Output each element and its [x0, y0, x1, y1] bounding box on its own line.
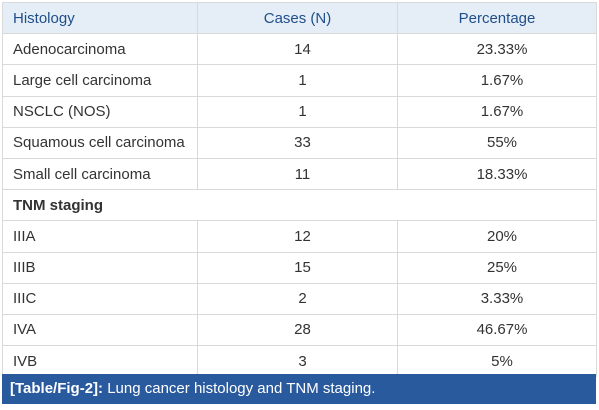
row-label: Small cell carcinoma: [2, 157, 198, 191]
header-cases: Cases (N): [197, 1, 398, 35]
row-label: Large cell carcinoma: [2, 64, 198, 97]
row-percent: 55%: [397, 126, 597, 159]
row-label: IVA: [2, 313, 198, 347]
table-row: Large cell carcinoma 1 1.67%: [2, 64, 597, 97]
row-label: NSCLC (NOS): [2, 95, 198, 128]
row-label: IIIA: [2, 220, 198, 253]
table-row: IIIB 15 25%: [2, 251, 597, 284]
table-row: IVA 28 46.67%: [2, 313, 597, 347]
figure-caption: [Table/Fig-2]: Lung cancer histology and…: [2, 374, 596, 404]
row-percent: 3.33%: [397, 282, 597, 315]
row-percent: 23.33%: [397, 33, 597, 66]
table-row: IIIA 12 20%: [2, 220, 597, 253]
row-cases: 12: [197, 220, 398, 253]
row-cases: 15: [197, 251, 398, 284]
caption-text: Lung cancer histology and TNM staging.: [103, 380, 376, 397]
table-header-row: Histology Cases (N) Percentage: [2, 1, 597, 35]
section-row-tnm-staging: TNM staging: [2, 189, 597, 222]
row-cases: 14: [197, 33, 398, 66]
row-cases: 2: [197, 282, 398, 315]
row-label: Adenocarcinoma: [2, 33, 198, 66]
row-label: IIIB: [2, 251, 198, 284]
row-percent: 5%: [397, 345, 597, 378]
table-row: Squamous cell carcinoma 33 55%: [2, 126, 597, 159]
histology-staging-table: Histology Cases (N) Percentage Adenocarc…: [2, 1, 597, 378]
row-cases: 28: [197, 313, 398, 347]
row-percent: 46.67%: [397, 313, 597, 347]
row-percent: 1.67%: [397, 64, 597, 97]
row-cases: 11: [197, 157, 398, 191]
table-row: Small cell carcinoma 11 18.33%: [2, 157, 597, 191]
row-label: IIIC: [2, 282, 198, 315]
row-percent: 25%: [397, 251, 597, 284]
header-histology: Histology: [2, 1, 198, 35]
row-label: Squamous cell carcinoma: [2, 126, 198, 159]
row-cases: 33: [197, 126, 398, 159]
header-percentage: Percentage: [397, 1, 597, 35]
table-row: Adenocarcinoma 14 23.33%: [2, 33, 597, 66]
row-percent: 18.33%: [397, 157, 597, 191]
table-row: IIIC 2 3.33%: [2, 282, 597, 315]
row-cases: 1: [197, 95, 398, 128]
table-row: NSCLC (NOS) 1 1.67%: [2, 95, 597, 128]
row-label: IVB: [2, 345, 198, 378]
row-cases: 1: [197, 64, 398, 97]
caption-label: [Table/Fig-2]:: [10, 380, 104, 397]
row-percent: 1.67%: [397, 95, 597, 128]
table-row: IVB 3 5%: [2, 345, 597, 378]
row-percent: 20%: [397, 220, 597, 253]
section-title: TNM staging: [2, 189, 597, 222]
row-cases: 3: [197, 345, 398, 378]
